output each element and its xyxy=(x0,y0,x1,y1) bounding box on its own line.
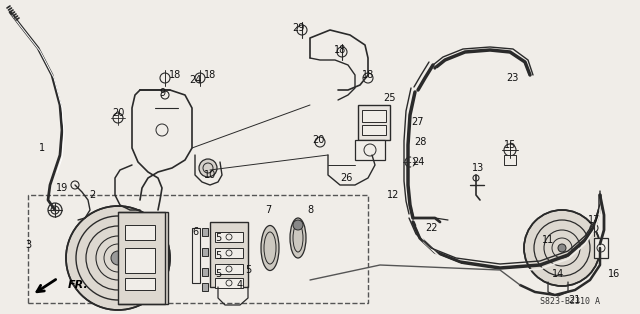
Text: 18: 18 xyxy=(334,45,346,55)
Text: FR.: FR. xyxy=(68,280,89,290)
Bar xyxy=(504,155,516,165)
Text: 23: 23 xyxy=(506,73,518,83)
Circle shape xyxy=(160,73,170,83)
Bar xyxy=(125,248,155,273)
Text: 25: 25 xyxy=(384,93,396,103)
Circle shape xyxy=(48,203,62,217)
Bar xyxy=(202,248,208,256)
Bar xyxy=(202,283,208,291)
Text: 18: 18 xyxy=(204,70,216,80)
Circle shape xyxy=(195,73,205,83)
Bar xyxy=(202,268,208,276)
Bar xyxy=(202,228,208,236)
Circle shape xyxy=(504,144,516,156)
Text: 5: 5 xyxy=(215,269,221,279)
Bar xyxy=(362,110,386,122)
Text: 9: 9 xyxy=(159,88,165,98)
Circle shape xyxy=(337,47,347,57)
Circle shape xyxy=(199,159,217,177)
Text: 5: 5 xyxy=(215,251,221,261)
Text: 14: 14 xyxy=(552,269,564,279)
Circle shape xyxy=(524,210,600,286)
Text: 24: 24 xyxy=(189,75,201,85)
Circle shape xyxy=(473,175,479,181)
Text: 2: 2 xyxy=(89,190,95,200)
Text: 12: 12 xyxy=(387,190,399,200)
Bar xyxy=(355,140,385,160)
Circle shape xyxy=(590,224,598,232)
Circle shape xyxy=(405,157,415,167)
Text: 8: 8 xyxy=(307,205,313,215)
Text: 6: 6 xyxy=(192,227,198,237)
Text: 3: 3 xyxy=(25,240,31,250)
Bar xyxy=(215,232,243,242)
Bar xyxy=(125,225,155,240)
Bar xyxy=(594,238,608,258)
Circle shape xyxy=(66,206,170,310)
Circle shape xyxy=(363,73,373,83)
Text: 18: 18 xyxy=(169,70,181,80)
Text: 5: 5 xyxy=(215,233,221,243)
Text: 29: 29 xyxy=(292,23,304,33)
Text: 27: 27 xyxy=(412,117,424,127)
Text: 15: 15 xyxy=(504,140,516,150)
Bar xyxy=(215,278,243,288)
Text: 16: 16 xyxy=(608,269,620,279)
Text: 11: 11 xyxy=(542,235,554,245)
Circle shape xyxy=(297,25,307,35)
Text: 26: 26 xyxy=(340,173,352,183)
Text: 21: 21 xyxy=(568,295,580,305)
Text: 19: 19 xyxy=(56,183,68,193)
Text: 28: 28 xyxy=(414,137,426,147)
Circle shape xyxy=(71,181,79,189)
Text: 20: 20 xyxy=(112,108,124,118)
Text: 17: 17 xyxy=(588,215,600,225)
Circle shape xyxy=(558,244,566,252)
Text: 7: 7 xyxy=(265,205,271,215)
Ellipse shape xyxy=(290,218,306,258)
Bar xyxy=(118,212,168,304)
Text: S823-B2310 A: S823-B2310 A xyxy=(540,297,600,306)
Ellipse shape xyxy=(261,225,279,270)
Text: 5: 5 xyxy=(245,265,251,275)
Bar xyxy=(215,248,243,258)
Bar xyxy=(358,105,390,140)
Text: 13: 13 xyxy=(472,163,484,173)
Text: 1: 1 xyxy=(39,143,45,153)
Circle shape xyxy=(113,113,123,123)
Bar xyxy=(362,125,386,135)
Text: 10: 10 xyxy=(204,170,216,180)
Circle shape xyxy=(111,251,125,265)
Circle shape xyxy=(315,137,325,147)
Text: 22: 22 xyxy=(426,223,438,233)
Text: 18: 18 xyxy=(362,70,374,80)
Text: 24: 24 xyxy=(412,157,424,167)
Circle shape xyxy=(293,220,303,230)
Bar xyxy=(28,195,368,303)
Bar xyxy=(192,228,200,283)
Bar xyxy=(210,222,248,287)
Bar xyxy=(125,278,155,290)
Text: 4: 4 xyxy=(237,280,243,290)
Text: 20: 20 xyxy=(312,135,324,145)
Bar xyxy=(215,264,243,274)
